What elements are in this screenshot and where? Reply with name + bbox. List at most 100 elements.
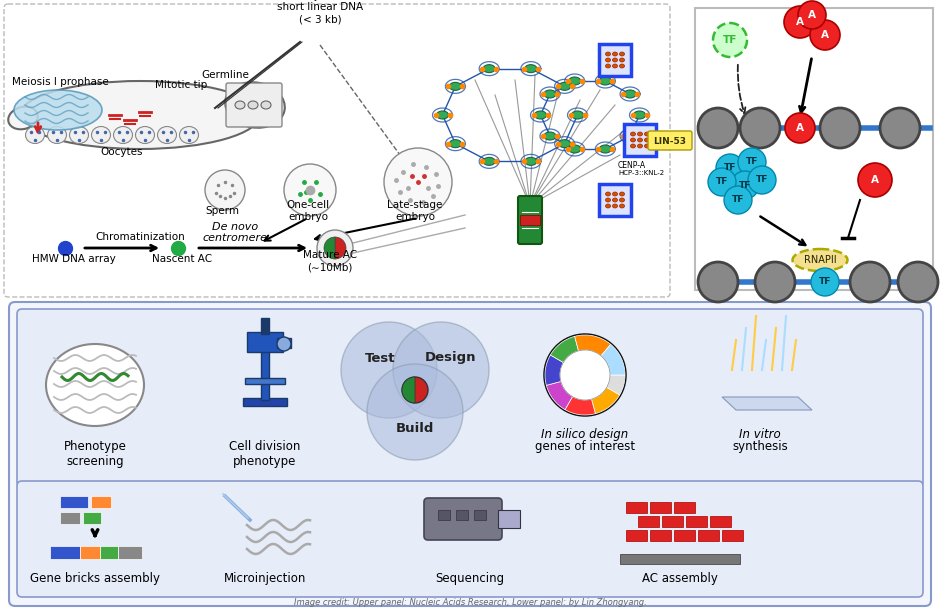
Ellipse shape [792,249,848,271]
Text: A: A [796,17,804,27]
Wedge shape [601,345,625,375]
Circle shape [284,164,336,216]
Ellipse shape [605,64,610,68]
Ellipse shape [645,144,650,148]
Wedge shape [591,387,619,414]
Circle shape [341,322,437,418]
Circle shape [784,6,816,38]
FancyBboxPatch shape [17,481,923,597]
FancyBboxPatch shape [624,124,656,156]
Circle shape [858,163,892,197]
Bar [243,398,287,406]
Ellipse shape [248,101,258,109]
Ellipse shape [631,144,635,148]
Text: Sequencing: Sequencing [435,572,505,585]
Ellipse shape [613,192,618,196]
Bar [100,546,118,559]
FancyBboxPatch shape [4,4,670,297]
Ellipse shape [624,132,636,140]
Ellipse shape [631,138,635,142]
Wedge shape [550,337,578,362]
Bar [626,502,647,513]
Bar [620,554,740,564]
FancyBboxPatch shape [226,83,282,127]
Text: TF: TF [724,164,736,172]
FancyBboxPatch shape [599,184,631,216]
Ellipse shape [600,145,611,153]
Text: TF: TF [716,178,728,186]
Wedge shape [565,397,595,415]
FancyBboxPatch shape [17,309,923,487]
Circle shape [850,262,890,302]
Text: Late-stage
embryo: Late-stage embryo [387,200,443,222]
Circle shape [393,322,489,418]
Ellipse shape [70,126,88,144]
Circle shape [560,350,610,400]
Text: TF: TF [756,175,768,185]
Ellipse shape [619,52,624,56]
Ellipse shape [619,204,624,208]
Bar [245,378,285,384]
Ellipse shape [634,111,646,119]
Bar [638,516,659,527]
Text: Chromatinization: Chromatinization [95,232,185,242]
Circle shape [713,23,747,57]
Bar [686,516,707,527]
Text: CENP-A: CENP-A [618,161,646,170]
Ellipse shape [631,132,635,136]
Ellipse shape [483,65,495,73]
Ellipse shape [14,90,102,130]
Ellipse shape [569,145,581,153]
Ellipse shape [572,111,584,119]
Circle shape [205,170,245,210]
FancyBboxPatch shape [648,131,692,150]
Bar [674,530,695,541]
Text: One-cell
embryo: One-cell embryo [287,200,330,222]
Text: Image credit: Upper panel: Nucleic Acids Research, Lower panel: by Lin Zhongyang: Image credit: Upper panel: Nucleic Acids… [293,598,647,607]
Text: In silico design: In silico design [541,428,629,441]
Circle shape [898,262,938,302]
Ellipse shape [535,111,546,119]
Ellipse shape [605,204,610,208]
Ellipse shape [25,126,44,144]
Circle shape [708,168,736,196]
Bar [722,530,743,541]
Circle shape [748,166,776,194]
Ellipse shape [525,158,537,166]
Bar [91,496,111,508]
Ellipse shape [619,58,624,62]
Text: De novo: De novo [212,222,258,232]
Bar [261,350,269,400]
Wedge shape [546,381,572,409]
Bar [498,510,520,528]
Ellipse shape [20,81,260,149]
Text: Sperm: Sperm [205,206,239,216]
Ellipse shape [645,132,650,136]
Ellipse shape [619,198,624,202]
Bar [520,215,540,225]
Bar [247,332,283,352]
Bar [118,546,142,559]
Ellipse shape [645,138,650,142]
Wedge shape [402,377,415,403]
Text: TF: TF [739,180,751,189]
Circle shape [317,230,353,266]
Circle shape [367,364,463,460]
Bar [674,502,695,513]
Bar [83,512,101,524]
Circle shape [740,108,780,148]
Wedge shape [324,237,335,259]
FancyBboxPatch shape [424,498,502,540]
FancyBboxPatch shape [518,196,542,244]
Bar [456,510,468,520]
Bar [60,496,88,508]
Text: A: A [796,123,804,133]
Text: HMW DNA array: HMW DNA array [32,254,116,264]
Ellipse shape [235,101,245,109]
Text: LIN-53: LIN-53 [653,136,686,145]
Text: Build: Build [396,422,434,434]
Ellipse shape [558,82,571,90]
Text: genes of interest: genes of interest [535,440,635,453]
Ellipse shape [613,58,618,62]
Ellipse shape [135,126,154,144]
